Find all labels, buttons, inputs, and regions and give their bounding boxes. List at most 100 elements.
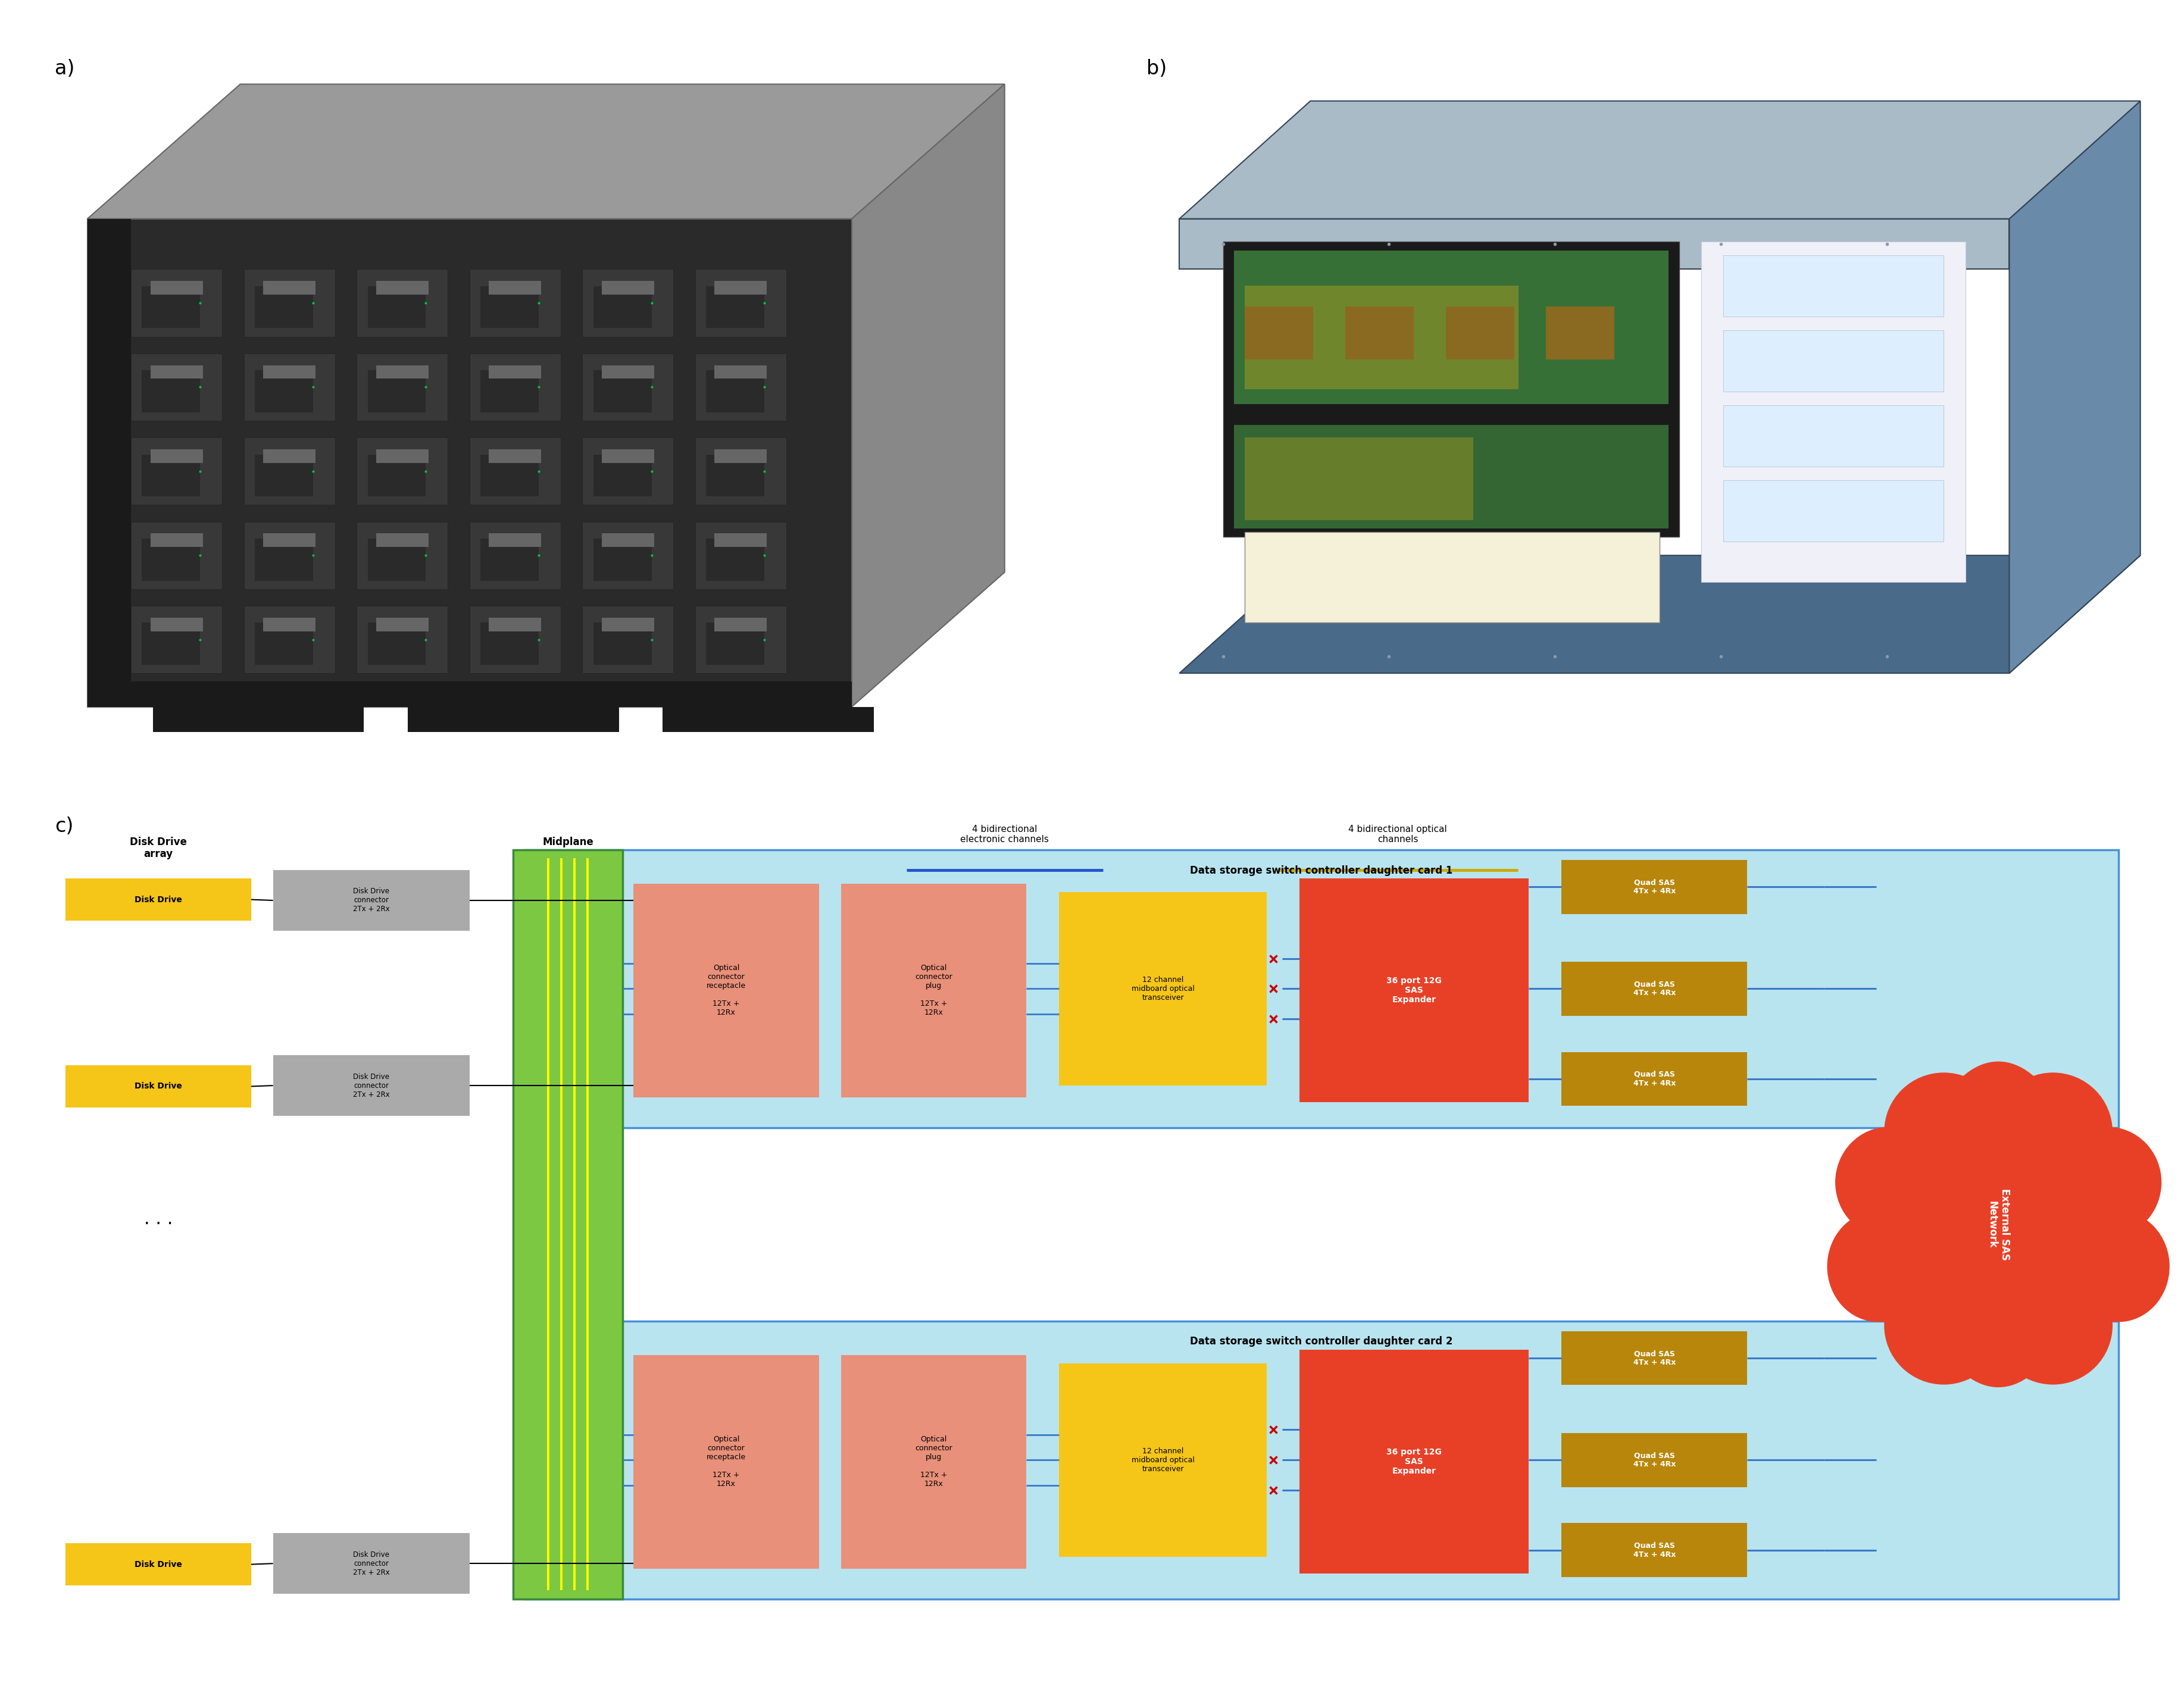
Bar	[245, 353, 334, 421]
Bar	[524, 1321, 2118, 1599]
Bar	[245, 606, 334, 673]
Bar	[376, 281, 428, 295]
Bar	[603, 449, 655, 463]
Bar	[408, 707, 618, 732]
Bar	[695, 606, 786, 673]
Bar	[1446, 306, 1514, 360]
Bar	[524, 850, 2118, 1128]
Bar	[1245, 286, 1518, 389]
Bar	[1245, 438, 1472, 520]
Bar	[470, 606, 561, 673]
Polygon shape	[1179, 555, 2140, 673]
Text: Quad SAS
4Tx + 4Rx: Quad SAS 4Tx + 4Rx	[1634, 1542, 1675, 1558]
Bar	[131, 522, 223, 589]
Bar	[367, 286, 426, 328]
Bar	[256, 623, 312, 665]
Bar	[583, 353, 673, 421]
Text: Quad SAS
4Tx + 4Rx: Quad SAS 4Tx + 4Rx	[1634, 981, 1675, 996]
Text: Quad SAS
4Tx + 4Rx: Quad SAS 4Tx + 4Rx	[1634, 1350, 1675, 1367]
Text: Data storage switch controller daughter card 1: Data storage switch controller daughter …	[1190, 865, 1452, 875]
Bar	[1723, 256, 1944, 316]
Bar	[1562, 1331, 1747, 1385]
Bar	[87, 219, 852, 707]
Bar	[131, 438, 223, 505]
Bar	[356, 522, 448, 589]
Bar	[142, 539, 201, 581]
Bar	[1234, 426, 1669, 528]
Bar	[273, 870, 470, 931]
Bar	[480, 623, 539, 665]
Bar	[273, 1533, 470, 1594]
Bar	[705, 454, 764, 496]
Text: Quad SAS
4Tx + 4Rx: Quad SAS 4Tx + 4Rx	[1634, 1070, 1675, 1087]
Text: Disk Drive
array: Disk Drive array	[129, 836, 188, 860]
Bar	[714, 365, 767, 379]
Bar	[256, 454, 312, 496]
Bar	[603, 534, 655, 547]
Bar	[633, 1355, 819, 1569]
Bar	[603, 281, 655, 295]
Bar	[367, 370, 426, 412]
Bar	[367, 539, 426, 581]
Text: Quad SAS
4Tx + 4Rx: Quad SAS 4Tx + 4Rx	[1634, 1452, 1675, 1468]
Bar	[151, 365, 203, 379]
Text: Disk Drive
connector
2Tx + 2Rx: Disk Drive connector 2Tx + 2Rx	[354, 887, 389, 914]
Bar	[151, 618, 203, 631]
Bar	[480, 539, 539, 581]
Ellipse shape	[1885, 1266, 2003, 1385]
Bar	[480, 454, 539, 496]
Bar	[633, 884, 819, 1097]
Bar	[1723, 480, 1944, 542]
Bar	[705, 539, 764, 581]
Text: · · ·: · · ·	[144, 1215, 173, 1234]
Bar	[153, 707, 365, 732]
Ellipse shape	[1835, 1128, 1944, 1239]
Bar	[264, 534, 317, 547]
Bar	[583, 522, 673, 589]
Text: Disk Drive: Disk Drive	[135, 1082, 181, 1091]
Bar	[470, 522, 561, 589]
Bar	[256, 539, 312, 581]
Bar	[594, 454, 651, 496]
Bar	[376, 449, 428, 463]
Bar	[583, 269, 673, 337]
Bar	[489, 449, 542, 463]
Bar	[87, 219, 131, 707]
Bar	[1223, 242, 1679, 537]
Ellipse shape	[2053, 1128, 2162, 1239]
Bar	[87, 682, 852, 707]
Text: 4 bidirectional
electronic channels: 4 bidirectional electronic channels	[961, 825, 1048, 843]
Bar	[714, 449, 767, 463]
Bar	[603, 365, 655, 379]
Text: Disk Drive
connector
2Tx + 2Rx: Disk Drive connector 2Tx + 2Rx	[354, 1550, 389, 1577]
Bar	[1345, 306, 1413, 360]
Text: 36 port 12G
SAS
Expander: 36 port 12G SAS Expander	[1387, 976, 1441, 1005]
Ellipse shape	[1885, 1072, 2003, 1192]
Bar	[470, 269, 561, 337]
Polygon shape	[1179, 101, 2140, 219]
Bar	[376, 365, 428, 379]
Bar	[714, 534, 767, 547]
Bar	[131, 269, 223, 337]
Ellipse shape	[1994, 1266, 2112, 1385]
Text: b): b)	[1147, 59, 1166, 79]
Bar	[489, 365, 542, 379]
Bar	[714, 281, 767, 295]
Bar	[273, 1055, 470, 1116]
Bar	[151, 449, 203, 463]
Bar	[264, 618, 317, 631]
Bar	[662, 707, 874, 732]
Bar	[66, 1543, 251, 1585]
Bar	[695, 438, 786, 505]
Bar	[594, 623, 651, 665]
Bar	[142, 286, 201, 328]
Text: 12 channel
midboard optical
transceiver: 12 channel midboard optical transceiver	[1131, 1447, 1195, 1473]
Text: Data storage switch controller daughter card 2: Data storage switch controller daughter …	[1190, 1336, 1452, 1346]
Bar	[841, 884, 1026, 1097]
Text: 36 port 12G
SAS
Expander: 36 port 12G SAS Expander	[1387, 1447, 1441, 1476]
Bar	[142, 370, 201, 412]
Bar	[705, 370, 764, 412]
Bar	[1562, 1052, 1747, 1106]
Bar	[245, 269, 334, 337]
Bar	[695, 522, 786, 589]
